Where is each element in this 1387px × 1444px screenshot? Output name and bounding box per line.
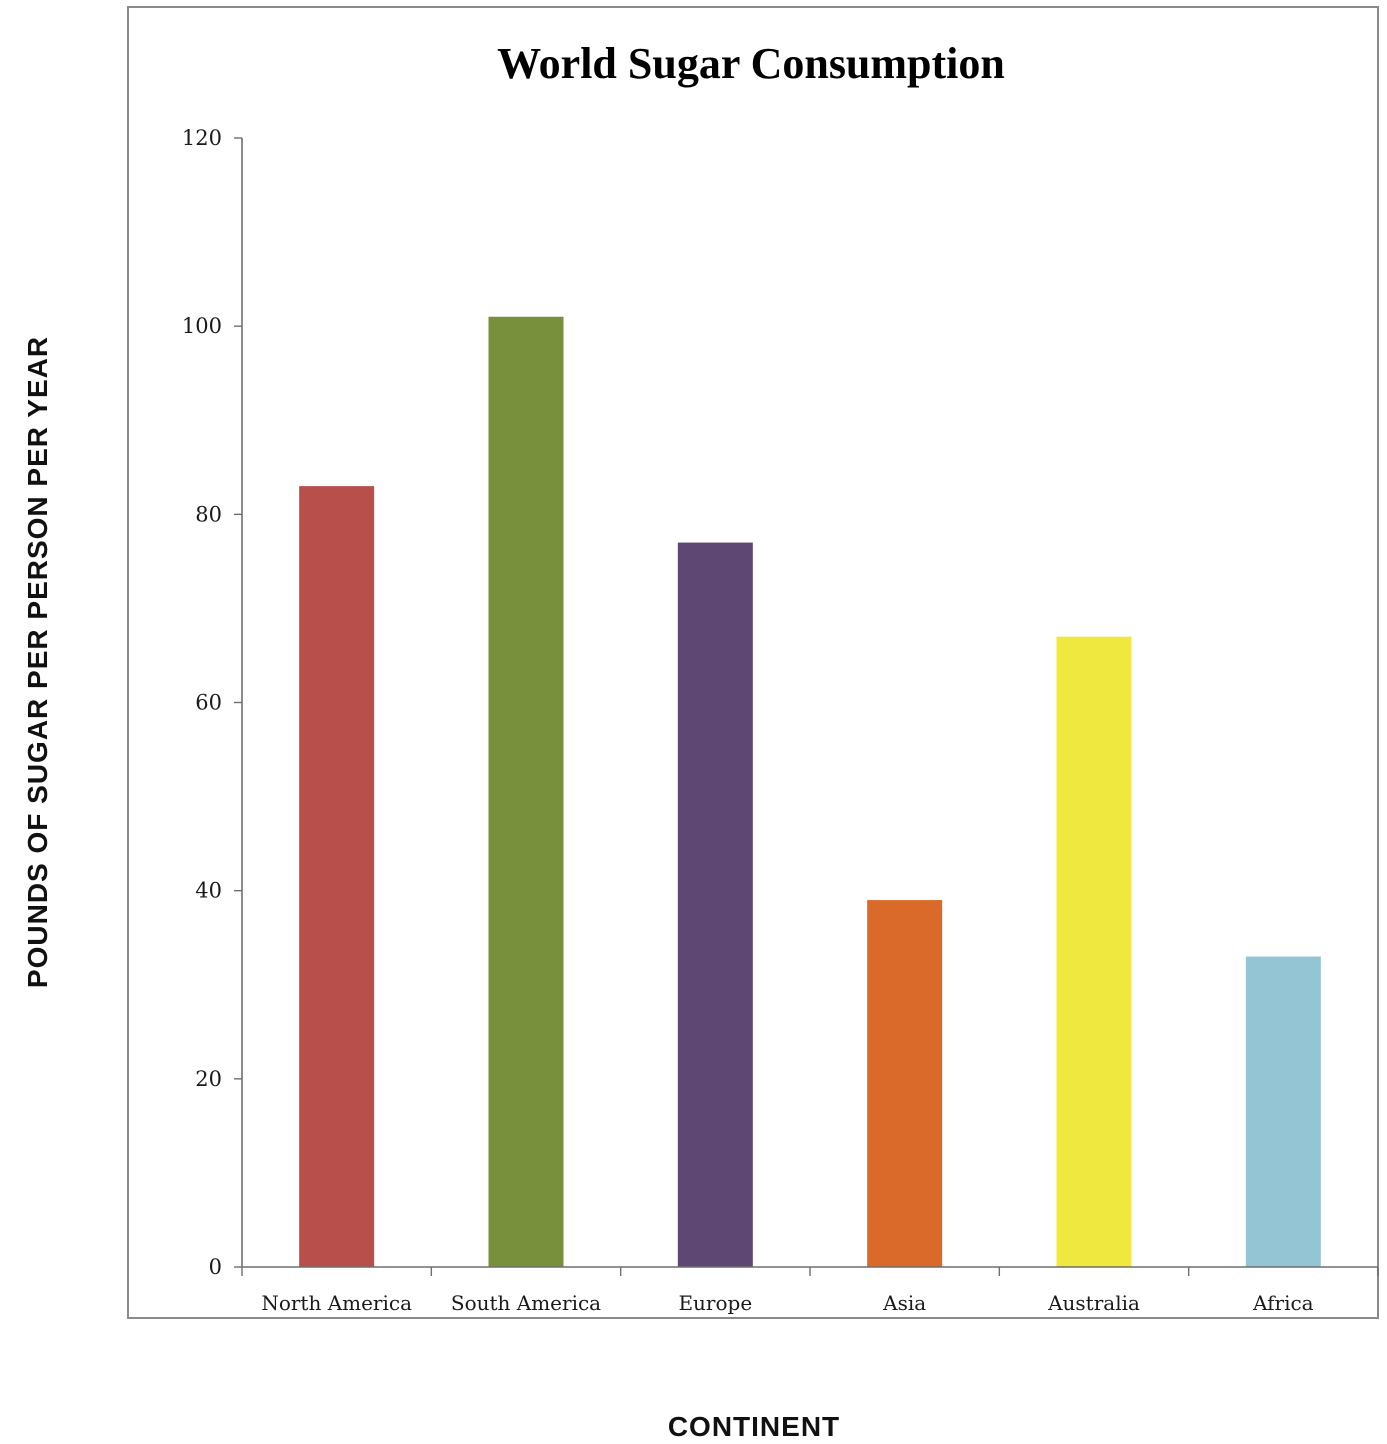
x-tick-label: Europe bbox=[678, 1291, 752, 1315]
bars-layer bbox=[299, 316, 1321, 1268]
bar-asia bbox=[867, 900, 943, 1267]
y-tick-label: 60 bbox=[195, 691, 222, 715]
x-tick-label: Australia bbox=[1047, 1291, 1140, 1315]
y-axis-label: POUNDS OF SUGAR PER PERSON PER YEAR bbox=[22, 336, 53, 988]
chart-title: World Sugar Consumption bbox=[497, 39, 1005, 88]
x-tick-label: Asia bbox=[882, 1291, 926, 1315]
x-axis-label: CONTINENT bbox=[668, 1411, 840, 1442]
x-tick-label: North America bbox=[261, 1291, 412, 1315]
y-tick-label: 20 bbox=[195, 1067, 222, 1091]
bar-australia bbox=[1056, 636, 1132, 1267]
y-tick-label: 100 bbox=[182, 314, 222, 338]
y-tick-label: 40 bbox=[195, 879, 222, 903]
bar-north-america bbox=[299, 486, 375, 1267]
x-ticks-layer: North America South America Europe Asia Aust… bbox=[241, 1267, 1379, 1315]
bar-europe bbox=[677, 542, 753, 1267]
x-tick-label: Africa bbox=[1252, 1291, 1314, 1315]
x-tick-label: South America bbox=[451, 1291, 601, 1315]
y-tick-label: 80 bbox=[195, 502, 222, 526]
bar-south-america bbox=[488, 316, 564, 1268]
y-tick-label: 0 bbox=[209, 1255, 222, 1279]
y-ticks-layer: 0 20 40 60 80 100 120 bbox=[182, 126, 242, 1279]
y-tick-label: 120 bbox=[182, 126, 222, 150]
bar-africa bbox=[1245, 956, 1321, 1267]
